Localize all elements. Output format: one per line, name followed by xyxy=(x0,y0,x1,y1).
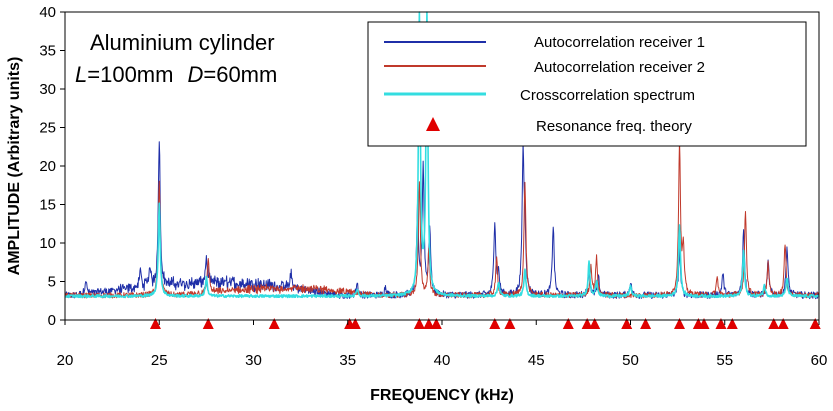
legend-label-theory: Resonance freq. theory xyxy=(536,118,692,135)
y-tick-label: 10 xyxy=(39,235,56,252)
theory-marker xyxy=(149,318,161,329)
annotation-L-symbol: L xyxy=(75,62,87,87)
y-tick-label: 30 xyxy=(39,81,56,98)
series-layer xyxy=(64,11,820,300)
x-tick-label: 55 xyxy=(716,352,733,369)
legend: Autocorrelation receiver 1 Autocorrelati… xyxy=(367,21,807,147)
y-tick-label: 40 xyxy=(39,4,56,21)
y-tick-label: 5 xyxy=(48,274,56,291)
x-tick-label: 30 xyxy=(245,352,262,369)
legend-triangle-icon xyxy=(426,117,440,131)
x-tick-label: 45 xyxy=(528,352,545,369)
legend-label-receiver-2: Autocorrelation receiver 2 xyxy=(534,59,705,76)
x-tick-label: 50 xyxy=(622,352,639,369)
theory-marker xyxy=(562,318,574,329)
y-tick-label: 35 xyxy=(39,43,56,60)
theory-marker xyxy=(698,318,710,329)
theory-marker xyxy=(726,318,738,329)
legend-label-crosscorrelation: Crosscorrelation spectrum xyxy=(520,87,695,104)
x-tick-label: 35 xyxy=(339,352,356,369)
theory-marker xyxy=(809,318,821,329)
annotation-line2: L=100mm D=60mm xyxy=(75,62,277,87)
y-tick-label: 0 xyxy=(48,312,56,329)
theory-marker xyxy=(504,318,516,329)
y-axis-title: AMPLITUDE (Arbitrary units) xyxy=(6,57,23,276)
theory-marker xyxy=(589,318,601,329)
theory-marker xyxy=(581,318,593,329)
legend-label-receiver-1: Autocorrelation receiver 1 xyxy=(534,34,705,51)
theory-marker xyxy=(423,318,435,329)
theory-marker xyxy=(268,318,280,329)
y-tick-label: 15 xyxy=(39,197,56,214)
y-axis-ticks: 0 5 10 15 20 25 30 35 40 xyxy=(39,4,65,329)
theory-marker xyxy=(640,318,652,329)
theory-marker xyxy=(202,318,214,329)
theory-marker xyxy=(715,318,727,329)
theory-marker xyxy=(768,318,780,329)
theory-marker xyxy=(430,318,442,329)
annotation-D-symbol: D xyxy=(187,62,203,87)
theory-marker xyxy=(621,318,633,329)
x-tick-label: 60 xyxy=(811,352,828,369)
annotation-D-value: =60mm xyxy=(203,62,277,87)
y-tick-label: 25 xyxy=(39,120,56,137)
series-line-crosscorrelation xyxy=(64,11,820,299)
x-tick-label: 20 xyxy=(57,352,74,369)
theory-marker xyxy=(674,318,686,329)
theory-marker xyxy=(777,318,789,329)
theory-markers xyxy=(149,318,821,329)
x-tick-label: 25 xyxy=(151,352,168,369)
theory-marker xyxy=(489,318,501,329)
annotation-line1: Aluminium cylinder xyxy=(90,30,275,55)
x-axis-ticks: 20 25 30 35 40 45 50 55 60 xyxy=(57,320,828,369)
theory-marker xyxy=(413,318,425,329)
x-tick-label: 40 xyxy=(434,352,451,369)
theory-marker xyxy=(349,318,361,329)
y-tick-label: 20 xyxy=(39,158,56,175)
x-axis-title: FREQUENCY (kHz) xyxy=(370,387,514,404)
annotation-L-value: =100mm xyxy=(87,62,173,87)
